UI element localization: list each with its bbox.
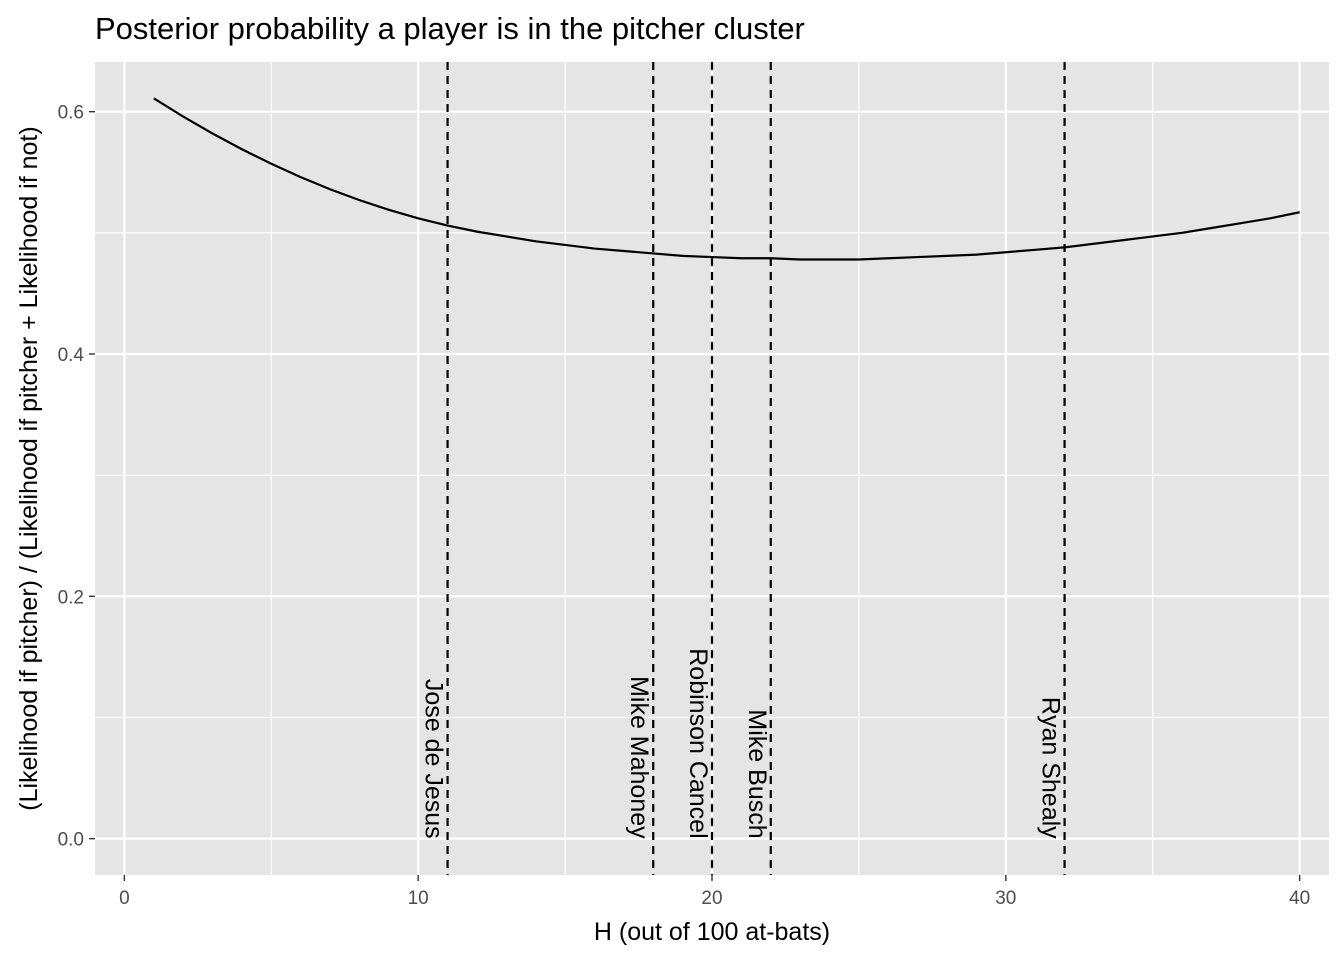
player-label: Robinson Cancel <box>684 648 712 838</box>
x-tick-label: 0 <box>119 888 130 909</box>
player-label: Mike Mahoney <box>625 676 653 839</box>
y-tick-label: 0.6 <box>58 103 84 124</box>
y-tick-label: 0.4 <box>58 345 85 366</box>
x-axis: 0 10 20 30 40 <box>119 875 1310 909</box>
player-label: Mike Busch <box>743 709 771 838</box>
y-axis: 0.0 0.2 0.4 0.6 <box>58 103 95 851</box>
x-tick-label: 40 <box>1289 888 1310 909</box>
y-axis-title: (Likelihood if pitcher) / (Likelihood if… <box>15 126 43 810</box>
y-tick-label: 0.2 <box>58 587 84 608</box>
player-label: Ryan Shealy <box>1037 697 1065 839</box>
player-labels: Jose de Jesus Mike Mahoney Robinson Cancel… <box>420 648 1065 839</box>
x-tick-label: 10 <box>408 888 429 909</box>
player-label: Jose de Jesus <box>420 679 448 839</box>
x-tick-label: 30 <box>995 888 1016 909</box>
plot-panel: Jose de Jesus Mike Mahoney Robinson Cancel… <box>95 62 1329 875</box>
posterior-curve-line <box>153 97 1300 261</box>
chart-title: Posterior probability a player is in the… <box>95 11 805 46</box>
player-vertical-lines <box>446 62 1066 875</box>
x-tick-label: 20 <box>701 888 722 909</box>
y-tick-label: 0.0 <box>58 830 84 851</box>
x-axis-title: H (out of 100 at-bats) <box>594 918 830 946</box>
